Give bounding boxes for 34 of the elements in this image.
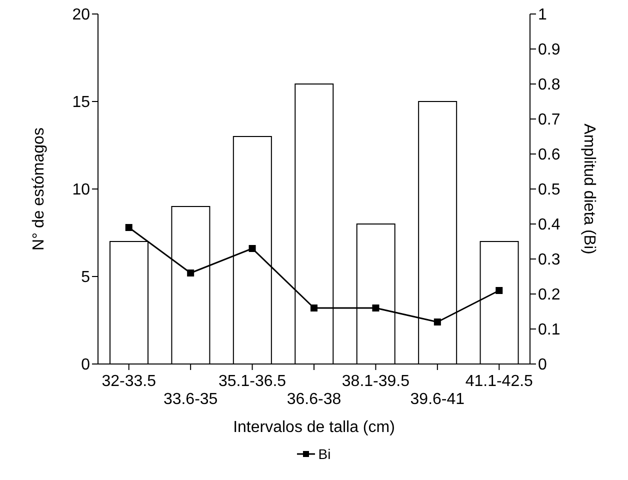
x-tick-label: 36.6-38 <box>286 391 342 408</box>
y-tick-label: 10 <box>72 182 90 199</box>
x-tick-label: 35.1-36.5 <box>218 373 286 390</box>
y-tick-label: 20 <box>72 6 90 24</box>
y-tick-label: 5 <box>81 269 90 286</box>
legend-label: Bi <box>318 446 331 462</box>
point <box>187 270 194 276</box>
y-tick-label: 15 <box>72 94 90 112</box>
y2-tick-label: 0.2 <box>538 286 560 304</box>
point <box>434 318 441 326</box>
point <box>248 245 256 252</box>
y-tick-label: 0 <box>81 356 90 374</box>
y2-tick-label: 0 <box>538 356 547 374</box>
y-axis-title: N° de estómagos <box>30 128 48 250</box>
x-tick-label: 32-33.5 <box>102 373 156 390</box>
x-tick-label: 33.6-35 <box>163 391 218 408</box>
x-tick-label: 39.6-41 <box>410 391 465 408</box>
y2-tick-label: 0.6 <box>538 146 560 164</box>
y2-tick-label: 0.9 <box>538 42 560 59</box>
point <box>496 287 503 294</box>
point <box>372 304 380 312</box>
x-tick-label: 41.1-42.5 <box>465 373 534 390</box>
y2-tick-label: 1 <box>538 6 547 24</box>
y2-axis-title: Amplitud dieta (Bi) <box>580 124 598 254</box>
x-tick-label: 38.1-39.5 <box>342 373 410 390</box>
y2-tick-label: 0.5 <box>538 182 560 199</box>
y2-tick-label: 0.3 <box>538 252 560 269</box>
point <box>125 224 132 231</box>
y2-tick-label: 0.7 <box>538 112 560 129</box>
y2-tick-label: 0.8 <box>538 76 560 94</box>
y2-tick-label: 0.4 <box>538 216 560 234</box>
point <box>310 304 318 312</box>
x-axis-title: Intervalos de talla (cm) <box>233 419 395 436</box>
y2-tick-label: 0.1 <box>538 322 560 339</box>
